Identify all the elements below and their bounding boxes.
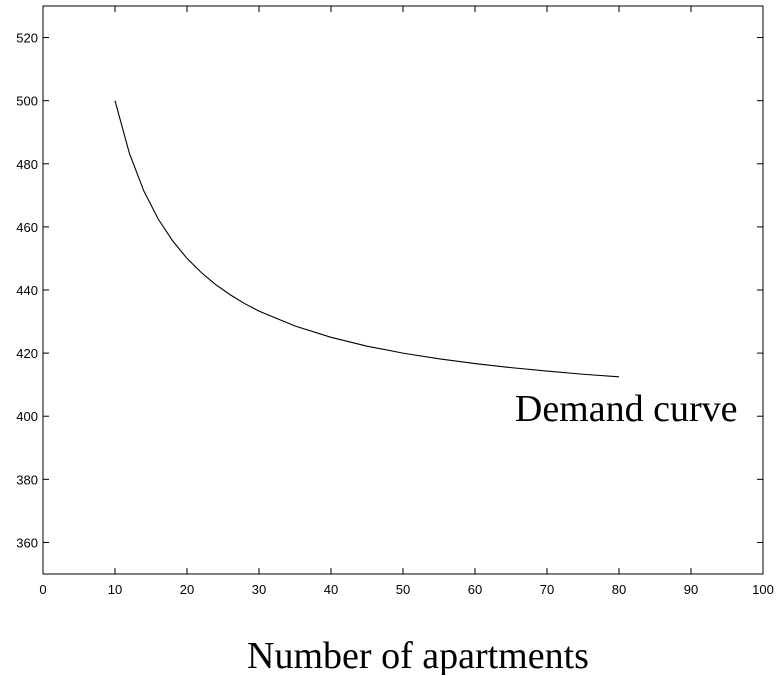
x-axis-label: Number of apartments — [247, 635, 589, 675]
y-tick-label: 440 — [16, 283, 38, 298]
x-tick-label: 50 — [396, 582, 410, 597]
x-tick-label: 100 — [752, 582, 774, 597]
demand-curve-annotation: Demand curve — [515, 388, 738, 430]
demand-curve-line — [114, 100, 620, 378]
x-tick-label: 30 — [252, 582, 266, 597]
tick-labels: 0 10 20 30 40 50 60 70 80 90 100 360 380 400 420 440 460… — [16, 31, 774, 597]
x-tick-label: 20 — [180, 582, 194, 597]
y-tick-label: 380 — [16, 472, 38, 487]
x-tick-label: 40 — [324, 582, 338, 597]
x-tick-label: 10 — [108, 582, 122, 597]
x-tick-label: 90 — [684, 582, 698, 597]
x-tick-label: 0 — [39, 582, 46, 597]
y-tick-label: 500 — [16, 94, 38, 109]
y-tick-label: 420 — [16, 346, 38, 361]
y-tick-label: 480 — [16, 157, 38, 172]
axis-ticks — [42, 6, 764, 574]
y-tick-label: 520 — [16, 31, 38, 46]
x-tick-label: 80 — [612, 582, 626, 597]
x-tick-label: 60 — [468, 582, 482, 597]
y-tick-label: 400 — [16, 409, 38, 424]
plot-frame — [42, 5, 764, 575]
y-tick-label: 460 — [16, 220, 38, 235]
y-tick-label: 360 — [16, 535, 38, 550]
x-tick-label: 70 — [540, 582, 554, 597]
